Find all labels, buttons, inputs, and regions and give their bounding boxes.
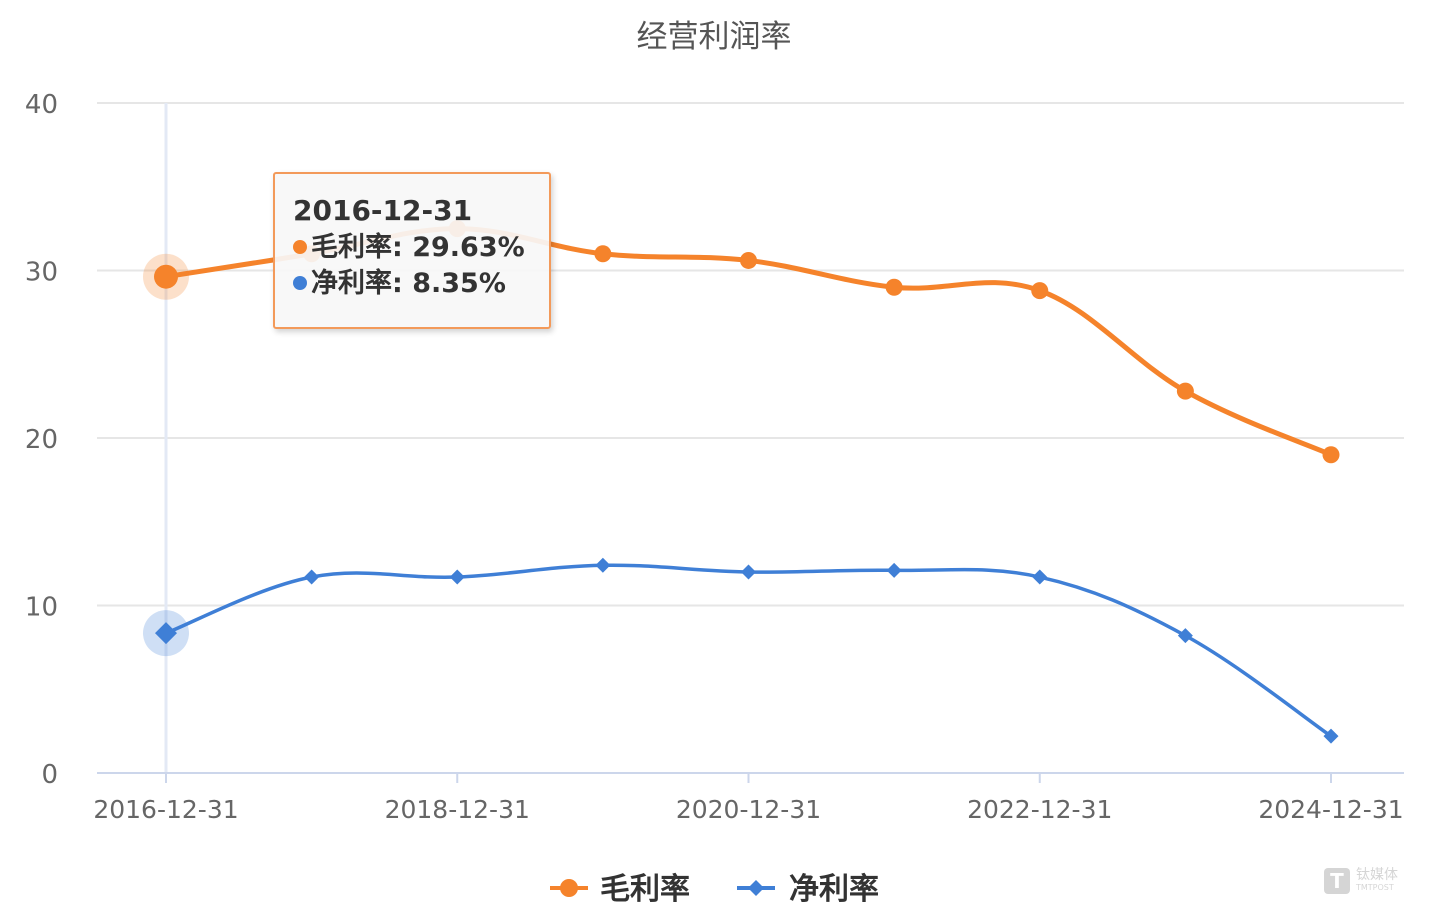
- axes: 0 10 20 30 40 2016-12-31 2018-12-31 2020-12-31 2…: [25, 90, 1404, 824]
- tooltip-sep: :: [392, 268, 413, 299]
- legend-label: 净利率: [789, 872, 879, 907]
- y-tick-label: 10: [25, 593, 58, 623]
- tooltip-row-net-margin: 净利率: 8.35%: [293, 266, 549, 302]
- data-point: [886, 562, 902, 578]
- data-tooltip: 2016-12-31 毛利率: 29.63% 净利率: 8.35%: [273, 172, 551, 329]
- data-point: [154, 264, 178, 289]
- tooltip-row-gross-margin: 毛利率: 29.63%: [293, 230, 549, 266]
- series-net-margin: [143, 557, 1339, 744]
- tooltip-value-gross: 29.63%: [412, 232, 525, 263]
- data-point: [1176, 382, 1194, 400]
- legend-item-gross-margin[interactable]: 毛利率: [550, 872, 690, 907]
- x-tick-label: 2020-12-31: [676, 795, 821, 824]
- data-point: [304, 569, 320, 585]
- legend-label: 毛利率: [600, 872, 690, 907]
- tooltip-label-net: 净利率: [311, 268, 392, 299]
- x-tick-label: 2018-12-31: [385, 795, 530, 824]
- data-point: [1177, 628, 1193, 644]
- tooltip-sep: :: [392, 232, 413, 263]
- data-point: [1322, 446, 1340, 464]
- gross-margin-dot-icon: [293, 240, 307, 254]
- y-tick-label: 20: [25, 425, 58, 455]
- data-point: [595, 557, 611, 573]
- data-point: [740, 251, 757, 269]
- tooltip-date: 2016-12-31: [293, 194, 473, 227]
- data-point: [155, 622, 177, 645]
- data-point: [1323, 728, 1339, 744]
- series-line: [165, 563, 1332, 738]
- legend[interactable]: 毛利率 净利率: [550, 872, 879, 907]
- watermark-logo-icon: T: [1324, 868, 1350, 894]
- y-tick-label: 30: [25, 258, 58, 288]
- legend-circle-icon: [560, 879, 578, 897]
- data-point: [1031, 282, 1049, 300]
- y-tick-label: 40: [25, 90, 58, 120]
- data-point: [449, 569, 465, 585]
- chart-title: 经营利润率: [637, 19, 792, 55]
- net-margin-dot-icon: [293, 276, 307, 290]
- watermark-subtext: TMTPOST: [1356, 883, 1394, 892]
- watermark-text: 钛媒体: [1356, 867, 1398, 883]
- legend-diamond-icon: [748, 880, 764, 896]
- legend-item-net-margin[interactable]: 净利率: [737, 872, 879, 907]
- data-point: [741, 564, 756, 580]
- x-tick-label: 2022-12-31: [967, 795, 1112, 824]
- data-point: [594, 245, 612, 263]
- data-point: [885, 278, 903, 296]
- watermark-logo: T 钛媒体 TMTPOST: [1324, 866, 1404, 896]
- x-tick-label: 2016-12-31: [93, 795, 238, 824]
- data-point: [1032, 569, 1048, 585]
- tooltip-label-gross: 毛利率: [311, 232, 392, 263]
- x-tick-label: 2024-12-31: [1258, 795, 1403, 824]
- y-tick-label: 0: [41, 760, 58, 790]
- tooltip-value-net: 8.35%: [412, 268, 506, 299]
